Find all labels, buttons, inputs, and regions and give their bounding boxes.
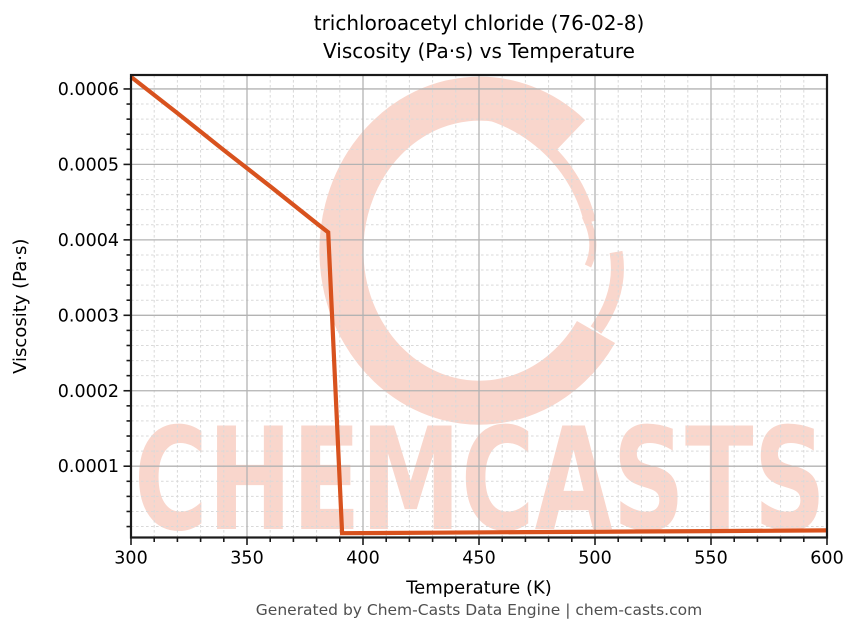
svg-text:500: 500 (578, 549, 611, 569)
svg-text:400: 400 (346, 549, 379, 569)
svg-text:0.0005: 0.0005 (58, 155, 119, 175)
svg-text:450: 450 (462, 549, 495, 569)
watermark-logo-accent-icon (435, 100, 596, 224)
chart-title: trichloroacetyl chloride (76-02-8) Visco… (131, 9, 827, 65)
y-tick-labels: 0.0001 0.0002 0.0003 0.0004 0.0005 0.0006 (58, 80, 119, 477)
figure-footer: Generated by Chem-Casts Data Engine | ch… (255, 601, 703, 619)
svg-text:600: 600 (810, 549, 843, 569)
svg-text:0.0006: 0.0006 (58, 80, 119, 100)
x-axis-label: Temperature (K) (405, 578, 552, 599)
x-tick-labels: 300 350 400 450 500 550 600 (114, 549, 843, 569)
watermark-logo-tip-icon (581, 214, 597, 268)
svg-text:0.0004: 0.0004 (58, 231, 119, 251)
svg-text:0.0003: 0.0003 (58, 306, 119, 326)
chart-title-line1: trichloroacetyl chloride (76-02-8) (313, 11, 645, 35)
svg-text:0.0001: 0.0001 (58, 457, 119, 477)
svg-text:550: 550 (694, 549, 727, 569)
watermark-logo-tail-icon (590, 250, 624, 334)
watermark-logo-c-icon (319, 76, 616, 425)
series-line-viscosity (129, 75, 828, 536)
y-axis-label: Viscosity (Pa·s) (10, 239, 31, 374)
chart-title-line2: Viscosity (Pa·s) vs Temperature (323, 39, 635, 63)
svg-text:300: 300 (114, 549, 147, 569)
axis-ticks (123, 88, 828, 545)
svg-text:0.0002: 0.0002 (58, 382, 119, 402)
svg-text:350: 350 (230, 549, 263, 569)
